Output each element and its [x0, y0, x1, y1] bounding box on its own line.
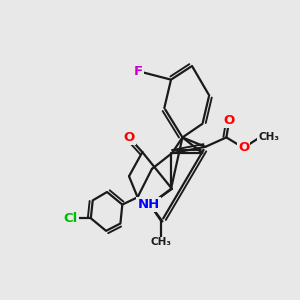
Text: NH: NH [137, 198, 160, 211]
Text: O: O [238, 141, 249, 154]
Text: O: O [123, 131, 135, 144]
Text: CH₃: CH₃ [151, 237, 172, 248]
Text: Cl: Cl [64, 212, 78, 225]
Text: CH₃: CH₃ [258, 132, 279, 142]
Text: F: F [134, 65, 143, 78]
Text: O: O [224, 114, 235, 127]
